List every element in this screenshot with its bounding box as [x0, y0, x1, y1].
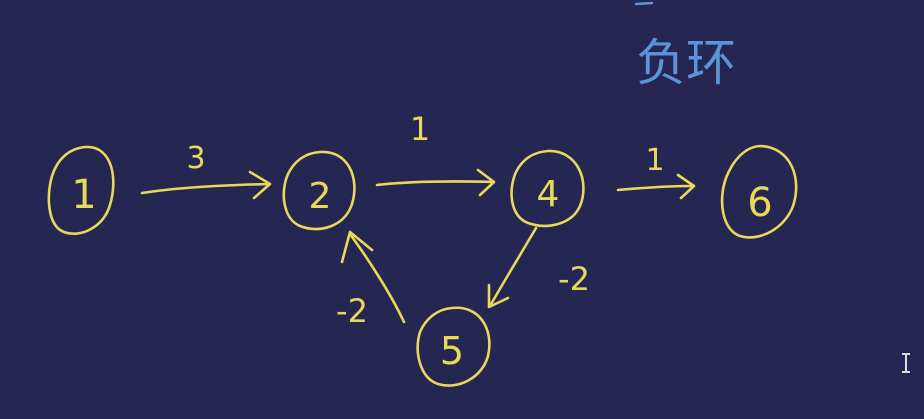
node-6: 6 — [720, 144, 798, 239]
edge-4-6-weight: 1 — [645, 143, 664, 178]
text-cursor-icon — [902, 353, 910, 373]
node-5: 5 — [416, 306, 491, 387]
node-1: 1 — [47, 145, 115, 235]
partial-stroke — [634, 1, 654, 6]
note-negative-cycle: 负环 — [636, 34, 736, 92]
edge-2-4: 1 — [375, 110, 496, 197]
edge-4-5-weight: -2 — [558, 260, 590, 298]
node-2-label: 2 — [309, 176, 332, 217]
edge-1-2: 3 — [140, 141, 272, 200]
edge-2-4-weight: 1 — [410, 110, 430, 148]
node-4: 4 — [510, 149, 585, 228]
node-6-label: 6 — [747, 180, 772, 226]
node-4-label: 4 — [537, 174, 560, 215]
edge-5-2: -2 — [336, 230, 406, 330]
edge-5-2-weight: -2 — [336, 292, 368, 330]
node-2: 2 — [282, 150, 356, 231]
node-5-label: 5 — [440, 329, 464, 373]
edge-4-6: 1 — [616, 143, 696, 200]
node-1-label: 1 — [71, 172, 96, 218]
edge-1-2-weight: 3 — [186, 141, 205, 176]
edge-4-5: -2 — [487, 226, 590, 309]
